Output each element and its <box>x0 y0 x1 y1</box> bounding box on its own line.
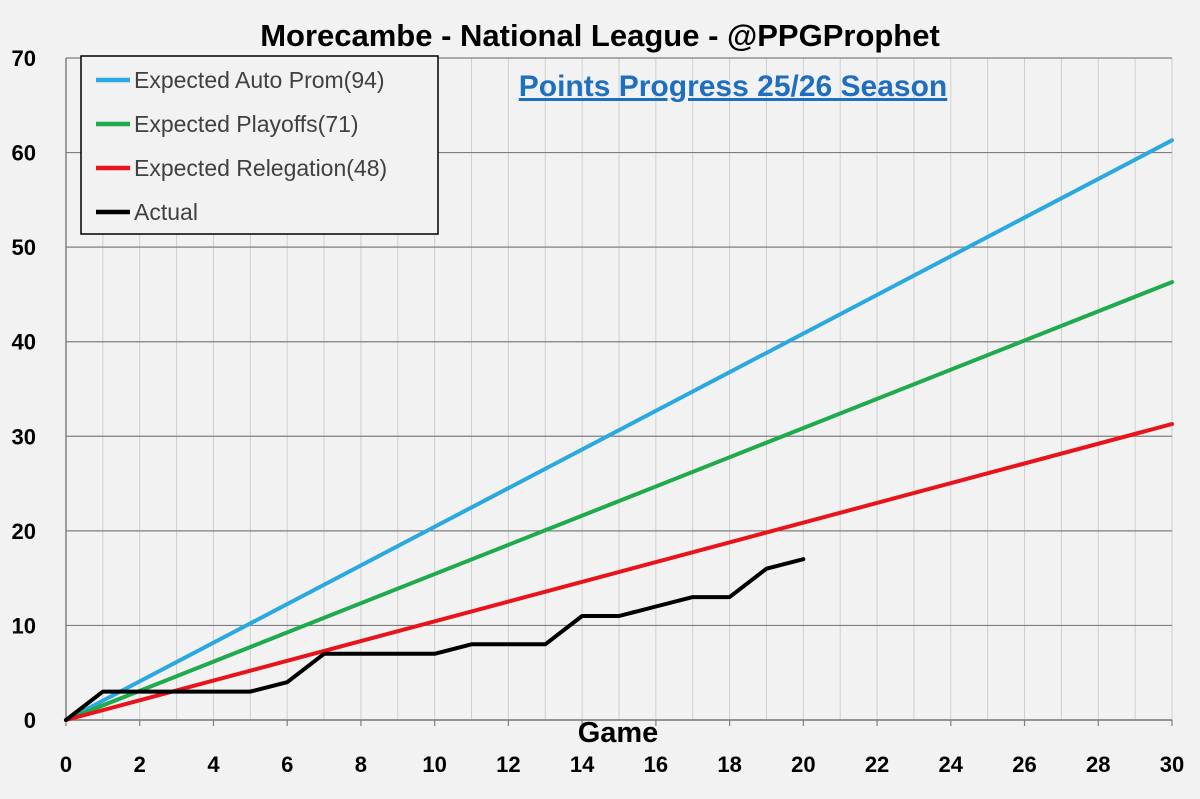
chart-subtitle: Points Progress 25/26 Season <box>519 70 948 103</box>
x-tick-label-26: 26 <box>1012 752 1036 777</box>
y-tick-label-10: 10 <box>12 613 36 638</box>
series-line-2 <box>64 422 1174 722</box>
legend-label-1: Expected Playoffs(71) <box>134 111 359 137</box>
x-tick-label-22: 22 <box>865 752 889 777</box>
axes <box>65 58 1173 726</box>
x-tick-label-12: 12 <box>496 752 520 777</box>
y-tick-label-40: 40 <box>12 330 36 355</box>
series-lines <box>64 138 1174 722</box>
legend-label-2: Expected Relegation(48) <box>134 155 387 181</box>
y-tick-label-30: 30 <box>12 424 36 449</box>
x-tick-label-6: 6 <box>281 752 293 777</box>
x-tick-label-18: 18 <box>717 752 741 777</box>
legend-label-0: Expected Auto Prom(94) <box>134 67 385 93</box>
legend-label-3: Actual <box>134 199 198 225</box>
x-tick-label-0: 0 <box>60 752 72 777</box>
x-tick-label-14: 14 <box>570 752 595 777</box>
x-tick-label-24: 24 <box>939 752 964 777</box>
y-tick-label-20: 20 <box>12 519 36 544</box>
x-axis-label: Game <box>578 717 659 749</box>
series-line-3 <box>64 557 806 722</box>
series-line-1 <box>64 280 1174 722</box>
legend: Expected Auto Prom(94) Expected Playoffs(… <box>80 55 439 235</box>
x-tick-label-8: 8 <box>355 752 367 777</box>
x-tick-label-28: 28 <box>1086 752 1110 777</box>
series-line-0 <box>64 138 1174 722</box>
y-tick-label-0: 0 <box>24 708 36 733</box>
chart-title: Morecambe - National League - @PPGProphe… <box>260 18 940 53</box>
legend-box <box>80 55 439 235</box>
x-tick-label-2: 2 <box>134 752 146 777</box>
y-tick-label-50: 50 <box>12 235 36 260</box>
x-tick-label-20: 20 <box>791 752 815 777</box>
y-tick-label-60: 60 <box>12 141 36 166</box>
x-tick-label-4: 4 <box>207 752 220 777</box>
y-tick-label-70: 70 <box>12 46 36 71</box>
x-tick-label-16: 16 <box>644 752 668 777</box>
x-tick-label-30: 30 <box>1160 752 1184 777</box>
x-tick-label-10: 10 <box>422 752 446 777</box>
